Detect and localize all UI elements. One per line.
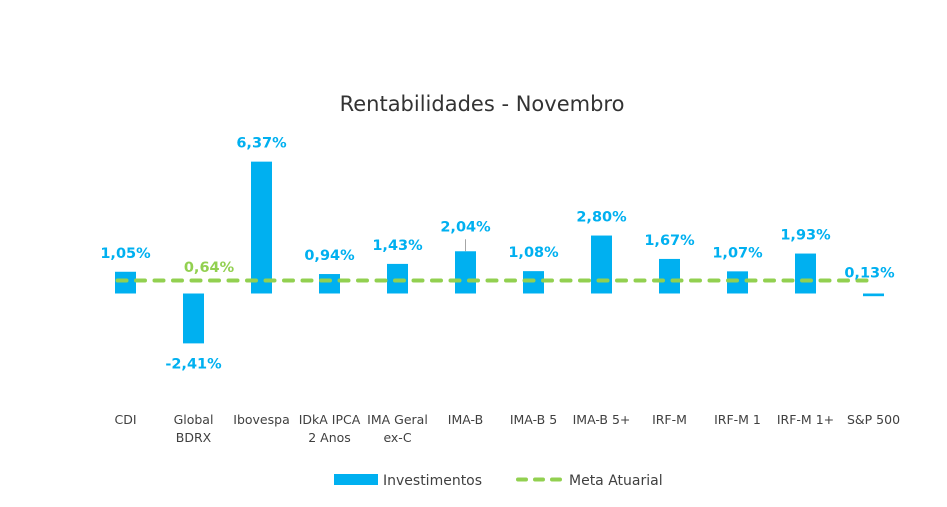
- value-label-5: 2,04%: [440, 219, 491, 235]
- value-label-2: 6,37%: [236, 136, 287, 152]
- value-label-10: 1,93%: [780, 228, 831, 244]
- legend: Investimentos Meta Atuarial: [334, 473, 663, 489]
- bar-11: [863, 293, 884, 297]
- bar-8: [659, 258, 680, 294]
- category-label-4: IMA Geral: [367, 412, 428, 427]
- category-label-4-line2: ex-C: [383, 430, 411, 445]
- meta-line-layer: 0,64%: [115, 260, 878, 283]
- category-label-7: IMA-B 5+: [573, 412, 631, 427]
- meta-atuarial-label: 0,64%: [184, 260, 235, 276]
- category-label-11: S&P 500: [847, 412, 900, 427]
- value-label-3: 0,94%: [304, 248, 355, 264]
- bars-layer: [115, 161, 884, 344]
- legend-label-investimentos: Investimentos: [383, 473, 482, 489]
- value-label-11: 0,13%: [844, 266, 895, 282]
- legend-label-meta-atuarial: Meta Atuarial: [569, 473, 663, 489]
- category-label-1: Global: [174, 412, 214, 427]
- category-label-10: IRF-M 1+: [777, 412, 834, 427]
- category-labels-layer: CDI Global BDRX Ibovespa IDkA IPCA 2 Anos IMA …: [114, 412, 900, 445]
- bar-5: [455, 251, 476, 294]
- category-label-3: IDkA IPCA: [299, 412, 361, 427]
- value-label-7: 2,80%: [576, 210, 627, 226]
- category-label-9: IRF-M 1: [714, 412, 761, 427]
- value-label-8: 1,67%: [644, 233, 695, 249]
- category-label-5: IMA-B: [448, 412, 483, 427]
- category-label-2: Ibovespa: [233, 412, 289, 427]
- bar-2: [251, 161, 272, 294]
- value-label-9: 1,07%: [712, 245, 763, 261]
- category-label-8: IRF-M: [652, 412, 687, 427]
- category-label-3-line2: 2 Anos: [308, 430, 351, 445]
- value-label-0: 1,05%: [100, 246, 151, 262]
- category-label-1-line2: BDRX: [176, 430, 212, 445]
- value-label-6: 1,08%: [508, 245, 559, 261]
- chart-title: Rentabilidades - Novembro: [340, 92, 625, 116]
- value-labels-layer: 1,05% -2,41% 6,37% 0,94% 1,43% 2,04% 1,08% 2,80…: [100, 136, 895, 373]
- value-label-4: 1,43%: [372, 238, 423, 254]
- category-label-0: CDI: [114, 412, 136, 427]
- legend-swatch-investimentos: [334, 474, 378, 485]
- bar-10: [795, 253, 816, 294]
- bar-1: [183, 293, 204, 344]
- value-label-1: -2,41%: [165, 356, 222, 372]
- bar-7: [591, 235, 612, 294]
- bar-3: [319, 274, 340, 294]
- bar-0: [115, 271, 136, 294]
- category-label-6: IMA-B 5: [510, 412, 557, 427]
